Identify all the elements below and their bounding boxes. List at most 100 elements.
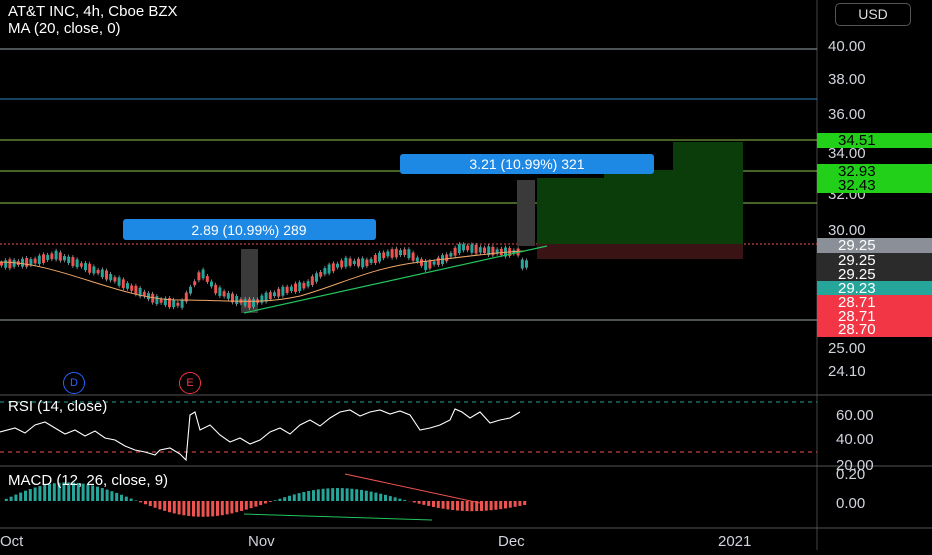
currency-button[interactable]: USD: [835, 3, 911, 26]
macd-bar: [168, 501, 171, 512]
candle: [391, 249, 394, 257]
macd-bar: [509, 501, 512, 508]
macd-bar: [192, 501, 195, 516]
macd-legend[interactable]: MACD (12, 26, close, 9): [8, 472, 168, 489]
measure-label-2[interactable]: 3.21 (10.99%) 321: [400, 154, 654, 174]
candle: [344, 258, 347, 267]
candle: [63, 256, 66, 260]
candle: [101, 269, 104, 277]
candle: [71, 257, 74, 266]
candle: [395, 249, 398, 258]
candle: [500, 249, 503, 255]
candle: [29, 259, 32, 265]
macd-bar: [144, 501, 147, 504]
candle: [445, 254, 448, 261]
macd-bar: [106, 490, 109, 501]
macd-bar: [355, 489, 358, 501]
candle: [172, 300, 175, 307]
candle: [46, 255, 49, 260]
candle: [130, 285, 133, 290]
rsi-pane[interactable]: 60.00 40.00 20.00: [0, 402, 874, 474]
candle: [378, 253, 381, 262]
macd-bar: [331, 488, 334, 501]
macd-bar: [125, 497, 128, 501]
candle: [269, 292, 272, 299]
macd-bar: [370, 492, 373, 501]
candle: [88, 264, 91, 273]
macd-bar: [379, 494, 382, 501]
macd-bar: [283, 497, 286, 501]
symbol-legend[interactable]: AT&T INC, 4h, Cboe BZX: [8, 3, 178, 20]
macd-bar: [336, 488, 339, 501]
macd-bar: [254, 501, 257, 507]
macd-bar: [326, 488, 329, 501]
rsi-legend[interactable]: RSI (14, close): [8, 398, 107, 415]
candle: [155, 296, 158, 304]
candle: [147, 293, 150, 299]
time-axis[interactable]: Oct Nov Dec 2021: [0, 533, 751, 550]
candle: [223, 291, 226, 296]
candle: [294, 284, 297, 292]
candle: [433, 261, 436, 264]
macd-bar: [278, 499, 281, 501]
macd-bar: [221, 501, 224, 515]
candlesticks: [0, 242, 528, 310]
candle: [197, 272, 200, 280]
macd-bar: [398, 499, 401, 501]
candle: [244, 299, 247, 305]
candle: [227, 293, 230, 299]
candle: [365, 260, 368, 267]
macd-bar: [523, 501, 526, 505]
time-label: Nov: [248, 533, 275, 550]
candle: [319, 272, 322, 277]
macd-bar: [485, 501, 488, 511]
candle: [273, 292, 276, 296]
candle: [80, 263, 83, 266]
macd-bar: [442, 501, 445, 509]
candle: [428, 261, 431, 269]
macd-bar: [235, 501, 238, 512]
macd-bar: [269, 501, 272, 502]
measure-label-1[interactable]: 2.89 (10.99%) 289: [123, 219, 376, 240]
candle: [370, 259, 373, 263]
candle: [38, 256, 41, 264]
macd-bar: [432, 501, 435, 507]
candle: [420, 259, 423, 266]
candle: [454, 248, 457, 256]
candle: [235, 296, 238, 304]
price-tick: 36.00: [828, 106, 866, 123]
macd-bar: [154, 501, 157, 508]
candle: [307, 281, 310, 286]
price-tick: 40.00: [828, 38, 866, 55]
candle: [437, 258, 440, 265]
rsi-tick: 60.00: [836, 407, 874, 424]
candle: [386, 251, 389, 256]
macd-bar: [394, 497, 397, 501]
price-tick: 25.00: [828, 340, 866, 357]
candle: [424, 261, 427, 270]
macd-bar: [461, 501, 464, 511]
macd-bar: [437, 501, 440, 508]
macd-bar: [322, 489, 325, 501]
macd-bar: [422, 501, 425, 505]
candle: [214, 285, 217, 293]
measure-bar-2[interactable]: [517, 180, 535, 246]
candle: [374, 255, 377, 263]
macd-bar: [182, 501, 185, 515]
macd-bar: [293, 494, 296, 501]
macd-bar: [230, 501, 233, 513]
candle: [361, 258, 364, 267]
earnings-marker[interactable]: E: [179, 372, 201, 394]
candle: [332, 263, 335, 271]
ma-legend[interactable]: MA (20, close, 0): [8, 20, 121, 37]
candle: [311, 276, 314, 285]
macd-bar: [259, 501, 262, 505]
candle: [122, 279, 125, 288]
macd-divergence-line-green: [244, 514, 432, 520]
dividend-marker[interactable]: D: [63, 372, 85, 394]
macd-bar: [115, 493, 118, 501]
candle: [59, 252, 62, 260]
candle: [4, 260, 7, 267]
candle: [315, 273, 318, 281]
